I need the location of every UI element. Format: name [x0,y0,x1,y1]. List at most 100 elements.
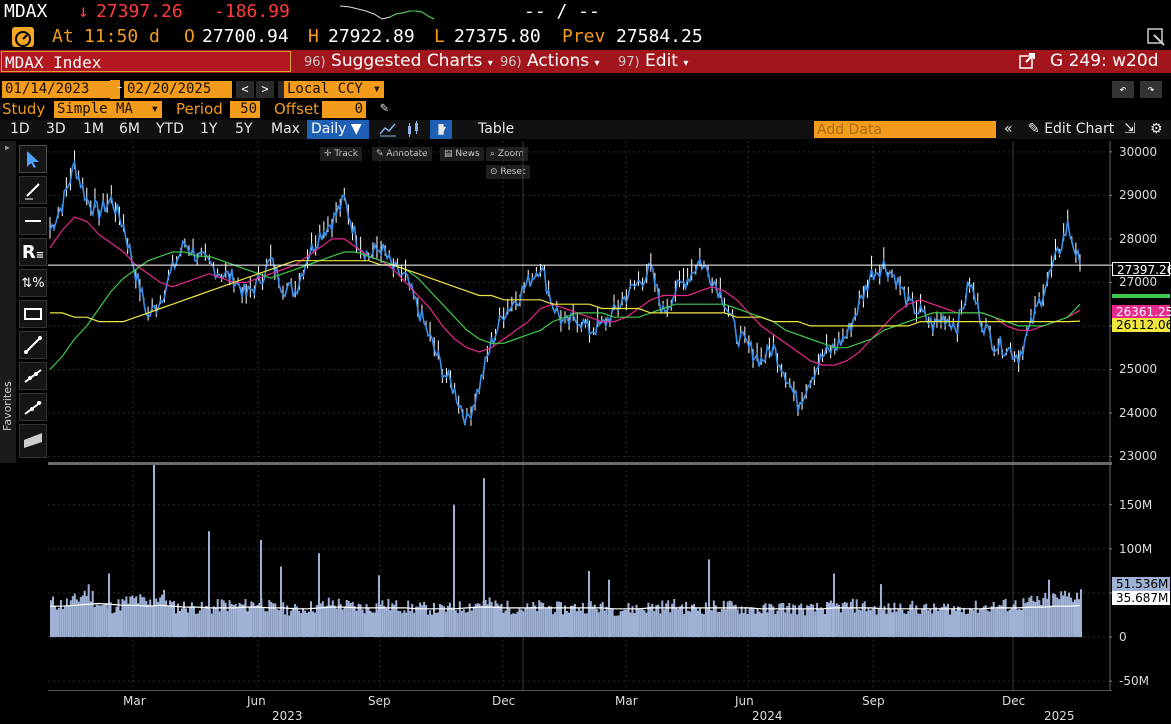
rectangle-tool-icon[interactable] [19,300,47,328]
volume-bar [141,597,144,638]
bar-type-icon[interactable]: ▮ [430,120,452,139]
pen-tool-icon[interactable] [19,176,47,204]
news-button[interactable]: ▤ News [440,147,484,161]
volume-bar [748,607,751,637]
percent-tool-icon[interactable]: ⇅% [19,269,47,297]
pane-divider[interactable] [48,462,1112,465]
sparkline [340,5,435,20]
volume-bar [173,601,175,638]
line-chart-icon[interactable] [378,120,398,139]
collapse-icon[interactable]: « [1004,121,1013,137]
volume-bar [349,603,352,638]
prev-range-button[interactable]: < [236,81,254,98]
ray-tool-icon[interactable] [19,362,47,390]
horizontal-line-tool-icon[interactable] [19,207,47,235]
volume-bar [744,607,747,638]
end-date-field[interactable]: 02/20/2025 [124,81,232,98]
volume-bar [970,609,973,638]
trendline-tool-icon[interactable] [19,331,47,359]
undo-icon[interactable]: ↶ [1112,81,1134,98]
export-icon[interactable] [1018,52,1036,77]
volume-bar [194,613,197,637]
redo-icon[interactable]: ↷ [1140,81,1162,98]
suggested-charts-menu[interactable]: 96) Suggested Charts ▾ [304,51,493,71]
pencil-icon[interactable]: ✎ [380,100,389,116]
quote-time: 11:50 d [84,26,160,47]
reset-label: Reset [500,167,526,177]
volume-chart[interactable] [48,465,1112,690]
volume-bar [1022,598,1025,638]
volume-bar [347,600,350,637]
volume-bar [976,612,979,637]
range-3d[interactable]: 3D [46,121,66,137]
actions-menu[interactable]: 96) Actions ▾ [500,51,600,71]
pointer-tool-icon[interactable] [19,145,47,173]
candle-chart-icon[interactable] [404,120,424,139]
volume-bar [67,605,70,637]
volume-bar [859,610,862,638]
zoom-button[interactable]: ⌕ Zoom [486,147,528,161]
last-price-tag: 27397.26 [1112,262,1171,277]
volume-bar [639,609,642,637]
volume-bar [730,601,733,637]
volume-bar [702,614,705,637]
volume-bar [661,600,664,638]
settings-gear-icon[interactable]: ⚙ [1150,121,1163,137]
popout-icon[interactable] [1146,27,1166,47]
volume-bar [151,605,154,638]
chart-edit-icon[interactable]: ⇲ [1124,121,1136,137]
start-date-field[interactable]: 01/14/2023 [2,81,110,98]
range-1y[interactable]: 1Y [200,121,218,137]
price-tick-label: 25000 [1119,362,1158,377]
security-field[interactable]: MDAX Index [1,51,291,72]
offset-field[interactable]: 0 [322,101,366,118]
annotate-button[interactable]: ✎ Annotate [372,147,432,161]
volume-bar [679,606,682,637]
bid-ask: -- / -- [524,1,600,22]
price-chart[interactable] [48,141,1112,463]
edit-chart-label: Edit Chart [1044,121,1115,137]
frequency-dropdown[interactable]: Daily ▼ [307,120,369,139]
security-name: MDAX Index [5,53,102,72]
calendar-icon[interactable] [110,80,120,99]
volume-bar [1004,599,1007,637]
volume-bar [831,603,834,638]
volume-bar [308,611,310,637]
volume-bar [845,602,848,638]
period-field[interactable]: 50 [230,101,260,118]
fib-tool-icon[interactable] [19,424,47,458]
price-tick-label: 24000 [1119,405,1158,420]
volume-bar [647,602,650,637]
chart-type-dropdown[interactable]: ▾ [441,124,447,135]
edit-chart-button[interactable]: ✎ Edit Chart [1028,120,1114,139]
next-range-button[interactable]: > [256,81,274,98]
volume-bar [941,607,944,638]
range-max[interactable]: Max [271,121,300,137]
table-button[interactable]: Table [478,121,515,137]
volume-bar [528,607,531,638]
track-button[interactable]: ✛ Track [320,147,362,161]
range-1d[interactable]: 1D [10,121,30,137]
volume-spike [833,573,835,637]
volume-bar [375,603,378,638]
edit-menu[interactable]: 97) Edit ▾ [618,51,689,71]
volume-bar [177,603,179,638]
range-5y[interactable]: 5Y [235,121,253,137]
range-6m[interactable]: 6M [119,121,140,137]
add-data-input[interactable]: Add Data [814,121,996,138]
volume-bar [232,605,235,638]
reset-button[interactable]: ⊙ Reset [486,165,530,179]
edit-label: Edit [645,51,678,71]
regression-tool-icon[interactable]: R≡ [19,238,47,266]
volume-bar [379,604,382,638]
favorites-tab[interactable]: Favorites [0,141,16,463]
range-ytd[interactable]: YTD [156,121,184,137]
volume-bar [363,613,366,638]
expand-arrow-icon[interactable]: ▶ [5,143,10,152]
currency-field[interactable]: Local CCY ▾ [284,81,384,98]
channel-tool-icon[interactable] [19,393,47,421]
volume-bar [514,613,517,637]
range-1m[interactable]: 1M [83,121,104,137]
study-type-field[interactable]: Simple MA ▾ [54,101,162,118]
volume-bar [508,608,511,638]
